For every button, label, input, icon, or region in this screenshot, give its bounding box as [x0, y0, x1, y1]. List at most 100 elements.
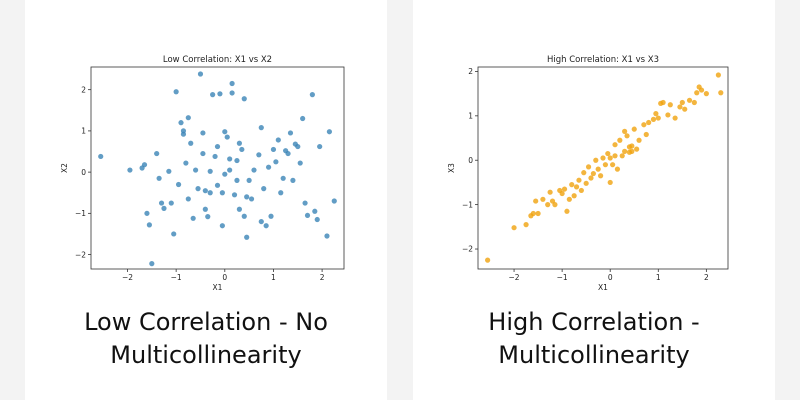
- panel-caption: High Correlation - Multicollinearity: [413, 306, 775, 372]
- data-point: [576, 177, 582, 183]
- data-point: [166, 168, 172, 174]
- caption-line-1: High Correlation -: [488, 308, 700, 336]
- data-point: [530, 210, 536, 217]
- data-point: [653, 111, 659, 117]
- data-point: [246, 177, 252, 183]
- data-point: [535, 210, 541, 217]
- chart-title: High Correlation: X1 vs X3: [547, 55, 659, 65]
- data-point: [545, 202, 551, 208]
- data-point: [227, 167, 233, 173]
- data-point: [511, 225, 517, 231]
- data-point: [207, 168, 213, 174]
- data-point: [629, 143, 635, 149]
- x-axis-label: X1: [598, 283, 608, 292]
- data-point: [667, 102, 673, 108]
- data-point: [270, 146, 277, 153]
- data-point: [290, 177, 296, 183]
- x-tick-label: 2: [320, 273, 325, 282]
- data-point: [154, 150, 160, 157]
- y-tick-label: −2: [462, 245, 473, 254]
- data-point: [571, 193, 577, 199]
- data-point: [207, 190, 213, 196]
- y-tick-label: 2: [81, 85, 86, 94]
- data-point: [258, 218, 264, 225]
- data-point: [682, 106, 688, 112]
- data-point: [202, 206, 208, 212]
- data-point: [180, 128, 187, 134]
- data-point: [263, 223, 269, 229]
- data-point: [256, 152, 262, 158]
- data-point: [590, 170, 596, 177]
- data-point: [224, 134, 230, 140]
- data-point: [212, 153, 218, 160]
- data-point: [523, 222, 529, 228]
- data-point: [677, 104, 683, 110]
- data-point: [149, 261, 155, 267]
- data-point: [244, 194, 250, 200]
- data-point: [312, 208, 318, 214]
- scatter-chart-high-correlation: High Correlation: X1 vs X3 −2 −1 0 1 2 −2 −1 0 1 2…: [447, 55, 729, 292]
- data-point: [617, 137, 623, 143]
- data-point: [168, 200, 174, 206]
- data-point: [183, 160, 189, 166]
- data-point: [715, 72, 721, 78]
- data-point: [146, 222, 152, 228]
- data-point: [178, 120, 184, 126]
- data-point: [161, 205, 167, 211]
- x-tick-label: 0: [608, 273, 613, 282]
- data-point: [222, 171, 228, 177]
- data-point: [185, 196, 191, 202]
- data-point: [197, 71, 204, 77]
- data-point: [268, 213, 274, 219]
- data-point: [314, 216, 320, 223]
- data-point: [485, 257, 491, 263]
- data-point: [273, 159, 279, 165]
- data-point: [605, 150, 611, 157]
- data-point: [265, 164, 272, 170]
- data-point: [185, 115, 191, 121]
- data-point: [214, 182, 221, 188]
- data-point: [578, 187, 584, 194]
- x-tick-label: 2: [704, 273, 709, 282]
- scatter-chart-low-correlation: Low Correlation: X1 vs X2 −2 −1 0 1 2 −2 −1 0 1 2 X…: [60, 55, 345, 292]
- data-point: [643, 131, 649, 138]
- data-point: [200, 150, 206, 157]
- data-point: [561, 186, 568, 192]
- data-point: [217, 91, 223, 97]
- data-point: [581, 170, 587, 176]
- x-tick-label: −1: [557, 273, 568, 282]
- data-point: [158, 200, 165, 206]
- data-point: [672, 115, 678, 121]
- data-point: [278, 190, 284, 196]
- data-point: [665, 112, 671, 118]
- data-point: [559, 190, 565, 197]
- y-tick-label: −1: [462, 200, 473, 209]
- data-point: [280, 175, 286, 181]
- panel-high-correlation: High Correlation: X1 vs X3 −2 −1 0 1 2 −2 −1 0 1 2…: [413, 0, 775, 400]
- data-point: [593, 157, 599, 163]
- data-point: [309, 92, 315, 98]
- y-tick-label: 1: [468, 112, 473, 121]
- data-point: [195, 186, 201, 192]
- data-point: [660, 99, 666, 106]
- data-point: [573, 184, 580, 190]
- data-point: [287, 130, 294, 136]
- data-point: [533, 198, 539, 204]
- data-point: [686, 97, 693, 103]
- data-point: [703, 91, 709, 97]
- data-point: [141, 162, 148, 168]
- x-tick-label: −2: [122, 273, 133, 282]
- data-point: [144, 210, 150, 216]
- data-point: [190, 215, 196, 221]
- data-point: [127, 167, 133, 173]
- data-point: [324, 233, 330, 239]
- data-point: [98, 153, 104, 160]
- data-point: [202, 188, 208, 194]
- data-point: [239, 146, 245, 153]
- data-point: [219, 190, 225, 196]
- data-point: [602, 162, 609, 168]
- data-point: [234, 177, 240, 183]
- data-point: [222, 129, 228, 135]
- data-point: [175, 181, 182, 188]
- y-tick-label: 0: [468, 156, 473, 165]
